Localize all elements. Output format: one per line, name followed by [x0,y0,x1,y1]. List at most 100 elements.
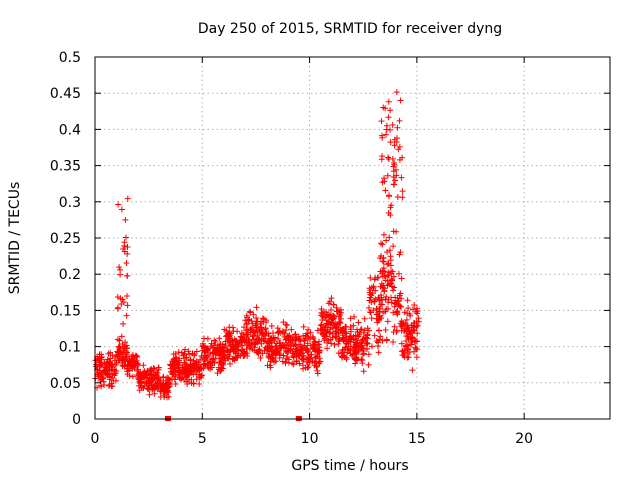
data-point [98,354,105,361]
data-point [150,365,157,372]
data-point [151,365,158,372]
data-point [403,316,410,323]
data-point [395,270,402,277]
data-point [300,323,307,330]
data-point [229,336,236,343]
data-point [183,354,190,361]
data-point [325,300,332,307]
data-point [227,360,234,367]
data-point [275,335,282,342]
data-point [381,287,388,294]
data-point [397,249,404,256]
data-point [305,353,312,360]
data-point [390,243,397,250]
data-point [134,360,141,367]
data-point [144,367,151,374]
data-point [300,355,307,362]
data-point [312,347,319,354]
data-point [318,312,325,319]
data-point [247,326,254,333]
data-point [312,339,319,346]
data-point [103,367,110,374]
data-point [124,358,131,365]
data-point [209,349,216,356]
data-point [405,354,412,361]
x-tick-label: 20 [515,431,533,447]
data-point [201,349,208,356]
data-point [249,333,256,340]
data-point [359,338,366,345]
data-point [121,239,128,246]
data-point [371,332,378,339]
data-point [376,297,383,304]
data-point [365,327,372,334]
data-point [304,333,311,340]
data-point [384,248,391,255]
data-point [329,334,336,341]
data-point [392,177,399,184]
data-point [136,376,143,383]
data-point [360,350,367,357]
data-point [389,277,396,284]
data-point [290,361,297,368]
data-point [383,237,390,244]
data-point [262,325,269,332]
y-tick-label: 0.4 [59,122,81,138]
data-point [265,330,272,337]
data-point [382,277,389,284]
data-point [207,366,214,373]
data-point [327,329,334,336]
data-point [355,319,362,326]
data-point [394,124,401,131]
data-point [253,304,260,311]
data-point [343,341,350,348]
data-point [265,354,272,361]
data-point [331,322,338,329]
data-point [390,338,397,345]
data-point [359,357,366,364]
data-point [131,355,138,362]
data-point [177,369,184,376]
data-point [278,343,285,350]
data-point [122,234,129,241]
data-point [109,352,116,359]
data-point [152,369,159,376]
data-point [122,354,129,361]
data-point [124,272,131,279]
data-point [123,260,130,267]
data-point [353,355,360,362]
y-tick-label: 0 [72,412,81,428]
data-point [226,329,233,336]
data-point [276,339,283,346]
data-point [115,350,122,357]
data-point [382,296,389,303]
data-point [221,352,228,359]
data-point [402,320,409,327]
data-point [117,355,124,362]
data-point [284,349,291,356]
data-point [105,350,112,357]
data-point [242,351,249,358]
data-point [283,355,290,362]
data-point [389,155,396,162]
data-point [384,305,391,312]
data-point [194,367,201,374]
data-point [361,315,368,322]
data-point [216,335,223,342]
data-point [260,338,267,345]
data-point [379,270,386,277]
x-axis-ticks: 0 5 10 15 20 [91,57,533,447]
y-tick-label: 0.25 [50,231,81,247]
data-point [222,333,229,340]
data-point [251,344,258,351]
data-point [328,340,335,347]
data-point [387,107,394,114]
data-point [384,318,391,325]
data-point [107,355,114,362]
data-point [265,339,272,346]
data-point [285,334,292,341]
data-point [264,362,271,369]
data-point [118,333,125,340]
data-point [199,340,206,347]
data-point [299,356,306,363]
